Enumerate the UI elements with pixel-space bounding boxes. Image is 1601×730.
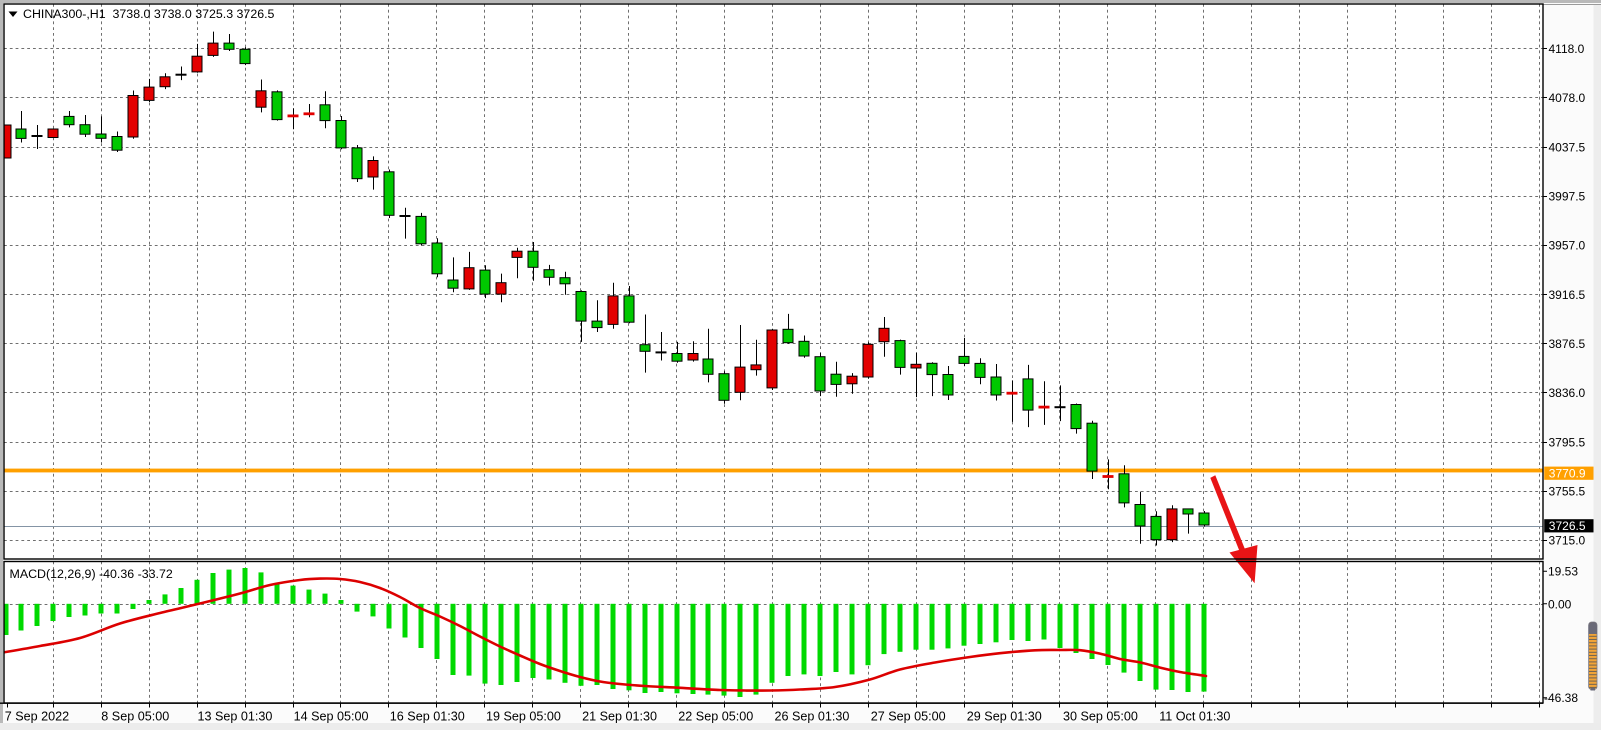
svg-text:3997.5: 3997.5 xyxy=(1549,190,1586,204)
svg-text:3795.5: 3795.5 xyxy=(1549,435,1586,449)
svg-text:CHINA300-,H1 3738.0 3738.0 37: CHINA300-,H1 3738.0 3738.0 3725.3 3726.5 xyxy=(23,7,275,21)
svg-text:3726.5: 3726.5 xyxy=(1549,519,1586,533)
svg-text:30 Sep 05:00: 30 Sep 05:00 xyxy=(1063,709,1138,723)
svg-text:3957.0: 3957.0 xyxy=(1549,239,1586,253)
svg-text:16 Sep 01:30: 16 Sep 01:30 xyxy=(390,709,465,723)
svg-text:4037.5: 4037.5 xyxy=(1549,140,1586,154)
svg-text:13 Sep 01:30: 13 Sep 01:30 xyxy=(198,709,273,723)
svg-text:29 Sep 01:30: 29 Sep 01:30 xyxy=(967,709,1042,723)
svg-text:3755.5: 3755.5 xyxy=(1549,484,1586,498)
svg-text:3770.9: 3770.9 xyxy=(1549,466,1586,480)
svg-text:19.53: 19.53 xyxy=(1548,565,1578,579)
svg-text:7 Sep 2022: 7 Sep 2022 xyxy=(5,709,69,723)
svg-text:3916.5: 3916.5 xyxy=(1549,288,1586,302)
svg-text:22 Sep 05:00: 22 Sep 05:00 xyxy=(678,709,753,723)
svg-text:14 Sep 05:00: 14 Sep 05:00 xyxy=(294,709,369,723)
svg-text:26 Sep 01:30: 26 Sep 01:30 xyxy=(775,709,850,723)
svg-text:27 Sep 05:00: 27 Sep 05:00 xyxy=(871,709,946,723)
svg-text:0.00: 0.00 xyxy=(1548,597,1572,611)
svg-text:4078.0: 4078.0 xyxy=(1549,91,1586,105)
svg-text:-46.38: -46.38 xyxy=(1544,691,1578,705)
svg-text:3876.5: 3876.5 xyxy=(1549,337,1586,351)
svg-text:11 Oct 01:30: 11 Oct 01:30 xyxy=(1159,709,1230,723)
svg-text:8 Sep 05:00: 8 Sep 05:00 xyxy=(101,709,169,723)
svg-text:4118.0: 4118.0 xyxy=(1549,42,1585,56)
svg-text:21 Sep 01:30: 21 Sep 01:30 xyxy=(582,709,657,723)
svg-text:19 Sep 05:00: 19 Sep 05:00 xyxy=(486,709,561,723)
svg-text:3836.0: 3836.0 xyxy=(1549,386,1586,400)
svg-text:3715.0: 3715.0 xyxy=(1549,534,1586,548)
svg-text:MACD(12,26,9) -40.36 -33.72: MACD(12,26,9) -40.36 -33.72 xyxy=(10,567,173,581)
